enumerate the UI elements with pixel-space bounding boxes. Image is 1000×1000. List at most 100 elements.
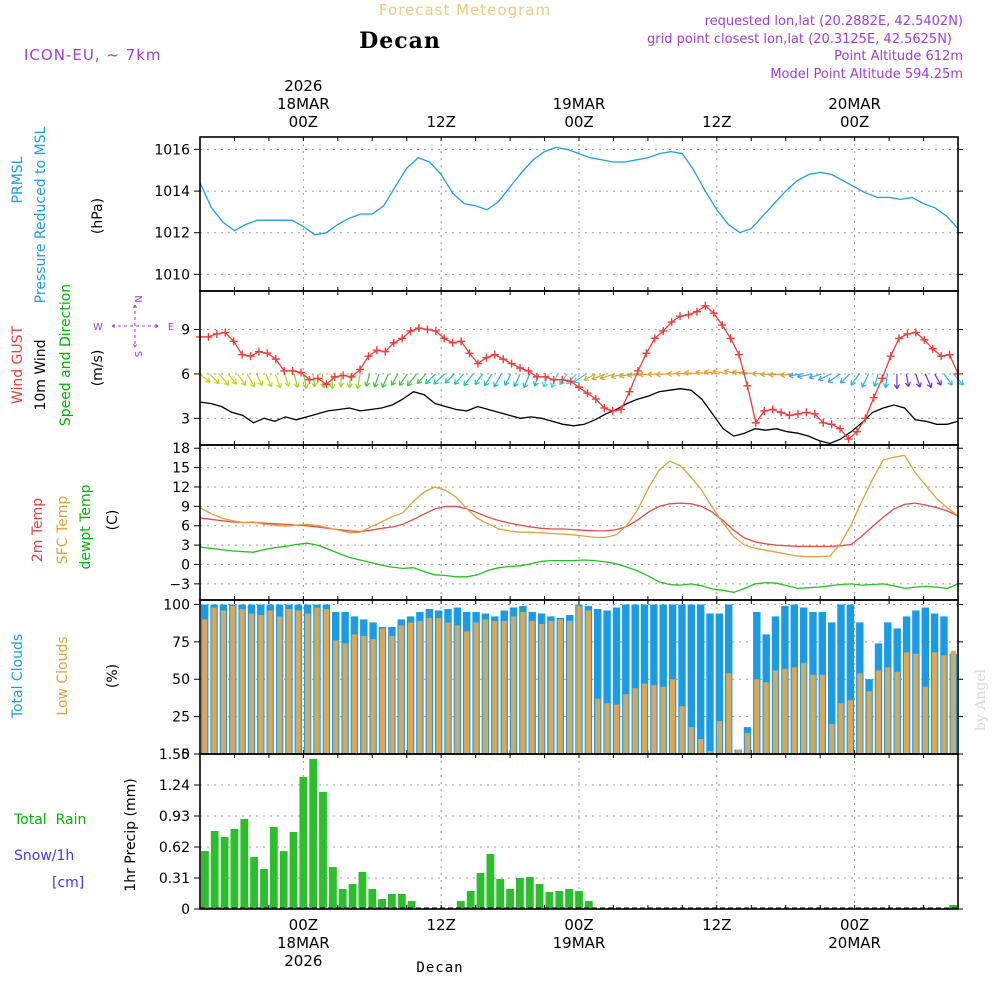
wind-direction-arrow [406,373,418,387]
low-cloud-bar [847,700,853,754]
wind-direction-arrow [284,373,291,387]
low-cloud-bar [595,698,601,754]
wind-arrow-shape [542,373,550,388]
wind-arrow-shape [302,373,309,389]
rain-bar [407,901,416,909]
wind-arrow-shape [255,373,264,387]
plot-area: 1010 1012 1014 1016 3 6 9 −3 0 3 6 9 12 15 18 0 25 50 75 10… [154,136,964,918]
gust-line-marker [381,347,390,356]
gust-line-marker [297,368,306,377]
wind-direction-arrow [274,373,283,389]
gust-line-marker [263,349,272,358]
low-cloud-bar [510,616,517,754]
wind-direction-arrow [827,373,841,383]
wind-direction-arrow [302,373,309,389]
wind-arrow-shape [364,373,371,387]
gust-line-marker [802,408,811,417]
wind-arrow-shape [760,371,775,378]
wind-direction-arrow [237,373,247,387]
gust-line-marker [895,334,904,343]
wind-direction-arrow [619,372,634,379]
y-tick-label: 9 [181,323,190,339]
gust-line-marker [558,375,567,384]
time-label-bottom: 00Z [840,916,869,934]
wind-direction-arrow [372,373,380,388]
low-cloud-bar [267,610,273,754]
gust-line-marker [313,374,322,383]
wind-arrow-shape [943,373,953,386]
wind-arrow-shape [550,373,559,388]
wind-speed-line [199,388,959,445]
rain-bar [220,837,229,909]
wind-direction-arrow [433,373,446,385]
gust-line-marker [457,337,466,346]
pressure-title: PRMSL [10,156,26,203]
wind-direction-arrow [934,373,942,386]
rain-bar [279,851,288,909]
low-cloud-bar [866,691,872,754]
direction-title: Speed and Direction [58,284,74,426]
gust-line-marker [356,365,365,374]
gust-line-marker [633,366,642,375]
gust-line-marker [507,359,516,368]
compass-south: S [132,351,143,357]
low-cloud-bar [950,650,956,754]
wind-direction-arrow [797,373,813,380]
temperature-unit: (C) [105,510,121,531]
y-tick-label: 1.24 [159,778,190,794]
gust-line-marker [819,418,828,427]
rain-title: Total Rain [13,812,86,828]
wind-direction-arrow [904,373,911,388]
date-label-top: 19MAR [553,95,606,113]
rain-bar [378,899,386,909]
wind-arrow-shape [503,373,512,387]
y-tick-label: −3 [169,577,190,593]
low-cloud-bar [698,739,704,754]
total-cloud-bar [837,604,845,754]
low-cloud-bar [632,688,638,754]
total-cloud-bar [594,609,602,754]
wind-arrow-shape [599,373,615,381]
rain-bar [240,819,249,909]
wind-arrow-shape [483,373,493,387]
snow-unit: [cm] [52,875,84,891]
gust-line-marker [440,334,449,343]
low-cloud-bar [613,704,620,754]
wind-arrow-shape [274,373,283,389]
y-tick-label: 1016 [154,142,190,158]
product-title: Forecast Meteogram [379,1,551,19]
wind-direction-arrow [424,373,436,385]
total-cloud-bar [603,610,611,754]
wind-direction-arrow [542,373,550,388]
wind-direction-arrow [218,373,230,386]
gust-line-marker [608,406,617,415]
rain-bar [299,777,308,909]
gust-line-marker [431,326,440,335]
wind-arrow-shape [839,373,851,384]
low-cloud-bar [772,670,779,754]
low-cloud-bar [904,652,910,754]
total-cloud-bar [612,607,621,754]
point-altitude: Point Altitude 612m [834,49,963,64]
y-tick-label: 6 [181,367,190,383]
wind-arrow-shape [934,373,942,386]
gust-line-marker [735,350,744,359]
wind-arrow-shape [817,373,832,382]
rain-bar [289,832,298,909]
gust-line-marker [448,338,457,347]
low-cloud-bar [361,635,367,754]
y-tick-label: 18 [172,441,190,457]
gust-line-marker [911,328,920,337]
wind-arrow-shape [522,373,531,389]
gust-line-marker [659,326,668,335]
rain-bar [309,759,318,909]
wind-direction-arrow [364,373,371,387]
wind-direction-arrow [850,373,860,386]
wind-direction-arrow [381,373,389,389]
wind-arrow-shape [453,373,465,385]
low-cloud-bar [651,685,657,754]
low-cloud-bar [454,625,460,754]
total-cloud-bar [706,613,714,754]
wind-arrow-shape [583,373,596,381]
wind-direction-arrow [683,369,700,376]
